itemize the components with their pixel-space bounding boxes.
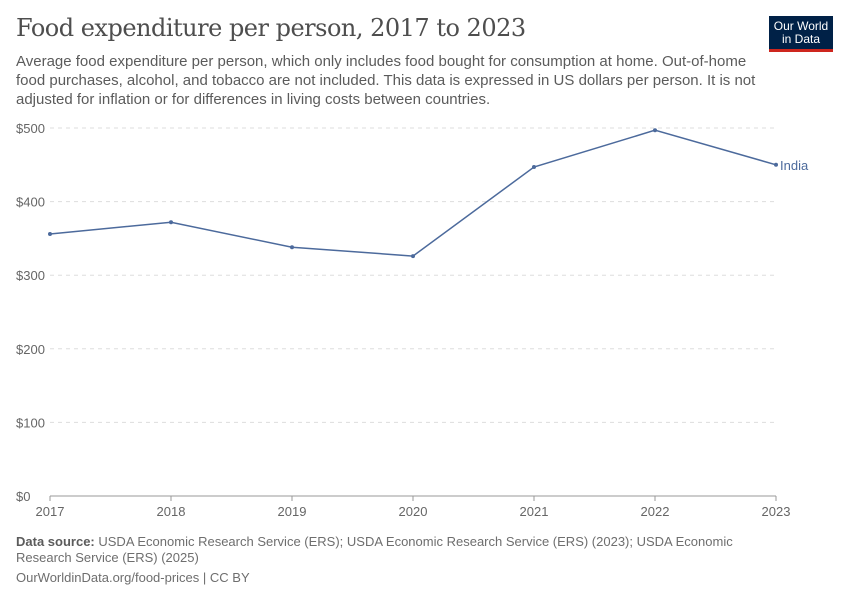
x-tick-label: 2022 [641,504,670,519]
x-tick-label: 2019 [278,504,307,519]
y-tick-label: $0 [16,489,30,504]
source-label: Data source: [16,534,95,549]
y-tick-label: $500 [16,121,45,136]
x-tick-label: 2018 [157,504,186,519]
x-tick-label: 2023 [762,504,791,519]
source-text: USDA Economic Research Service (ERS); US… [16,534,733,565]
data-point [169,220,173,225]
logo-line1: Our World [773,19,829,33]
data-point [532,165,536,170]
y-tick-label: $200 [16,342,45,357]
owid-logo[interactable]: Our World in Data [769,16,833,52]
footer-url[interactable]: OurWorldinData.org/food-prices | CC BY [16,570,250,585]
data-source: Data source: USDA Economic Research Serv… [16,534,756,566]
data-point [48,231,52,236]
y-tick-label: $300 [16,268,45,283]
data-point [774,162,778,167]
chart-subtitle: Average food expenditure per person, whi… [16,53,756,108]
x-tick-label: 2017 [36,504,65,519]
x-tick-label: 2021 [520,504,549,519]
data-point [290,245,294,250]
series-label: India [780,158,809,173]
chart-title: Food expenditure per person, 2017 to 202… [16,14,526,42]
logo-line2: in Data [781,32,821,46]
y-tick-label: $100 [16,415,45,430]
x-tick-label: 2020 [399,504,428,519]
series-line-india [49,129,777,257]
y-tick-label: $400 [16,195,45,210]
data-point [653,128,657,133]
data-point [411,254,415,259]
